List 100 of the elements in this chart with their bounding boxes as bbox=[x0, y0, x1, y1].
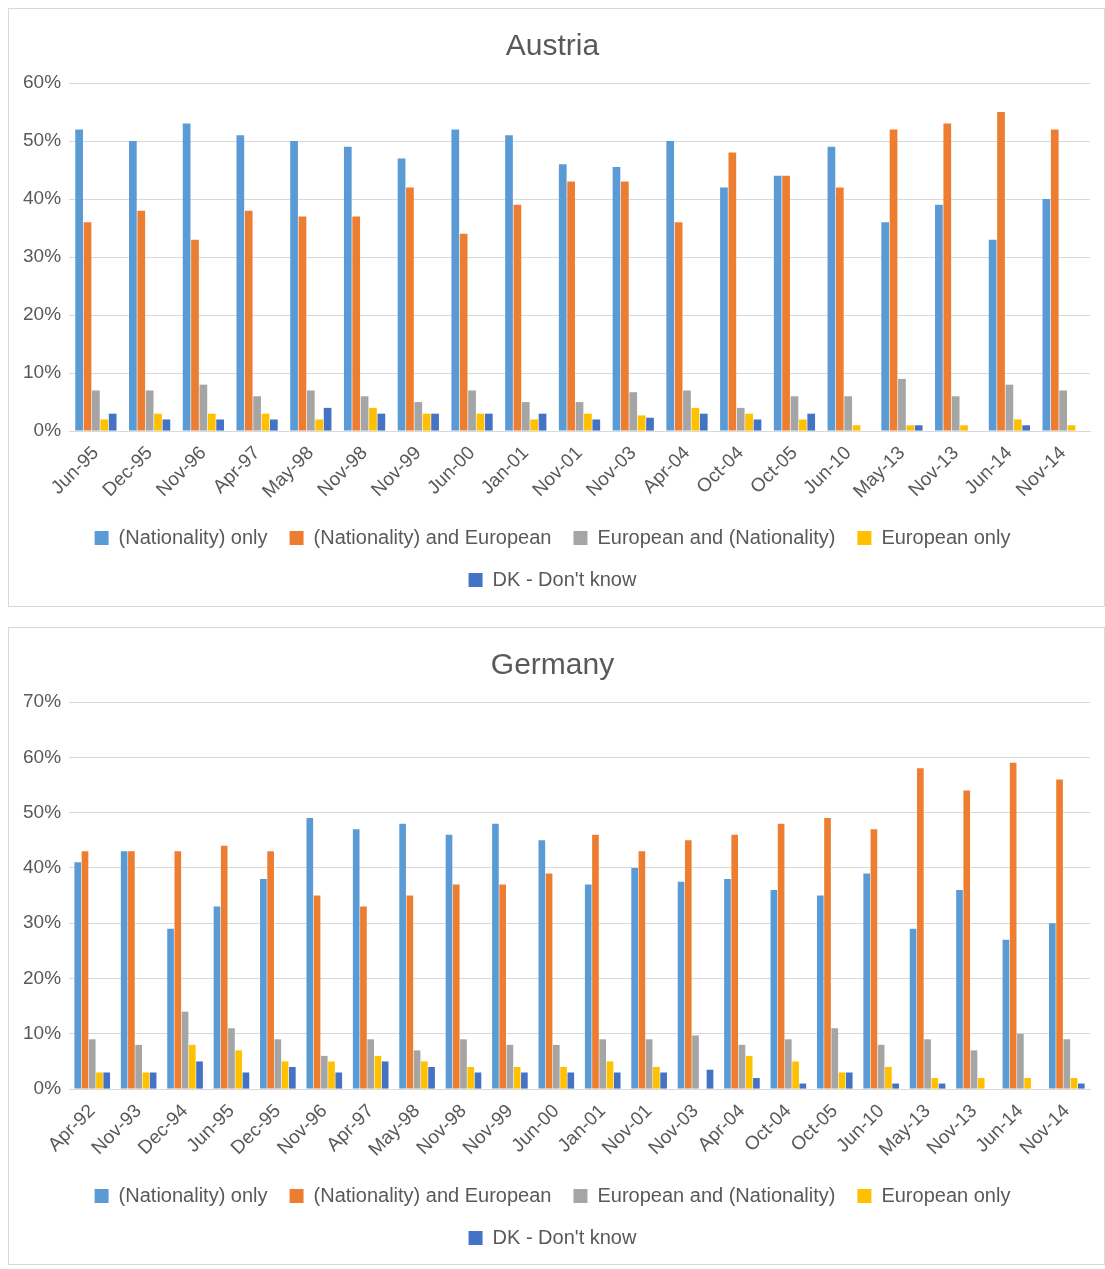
bar bbox=[838, 1072, 846, 1089]
bar bbox=[505, 135, 513, 431]
bar bbox=[162, 419, 171, 431]
bar bbox=[898, 378, 906, 431]
bar bbox=[845, 1072, 853, 1089]
bar bbox=[745, 1055, 753, 1089]
bar bbox=[870, 829, 878, 1089]
bar bbox=[1063, 1039, 1071, 1089]
bar bbox=[777, 823, 785, 1089]
bar bbox=[963, 790, 971, 1089]
bar bbox=[1005, 384, 1014, 431]
bar bbox=[306, 818, 314, 1089]
bar bbox=[513, 1066, 521, 1089]
bar bbox=[467, 1066, 475, 1089]
bar bbox=[943, 123, 952, 431]
bar bbox=[892, 1083, 899, 1089]
bar bbox=[906, 425, 915, 431]
bar bbox=[683, 390, 691, 431]
bar bbox=[530, 419, 539, 431]
bar bbox=[724, 878, 731, 1089]
y-tick-label: 0% bbox=[33, 1077, 62, 1099]
bar bbox=[129, 141, 137, 431]
bar bbox=[445, 834, 453, 1089]
bar bbox=[1070, 1078, 1078, 1089]
y-tick-label: 40% bbox=[23, 187, 62, 209]
bar bbox=[914, 425, 923, 431]
bar bbox=[567, 1072, 575, 1089]
bar bbox=[196, 1061, 203, 1089]
bar bbox=[236, 135, 245, 431]
bar bbox=[863, 873, 871, 1089]
bar bbox=[538, 413, 547, 431]
legend-label: DK - Don't know bbox=[492, 1225, 637, 1248]
bar bbox=[545, 873, 553, 1089]
bar bbox=[1056, 779, 1063, 1089]
bar bbox=[335, 1072, 343, 1089]
y-tick-label: 70% bbox=[23, 690, 62, 712]
bar bbox=[988, 239, 997, 431]
bar bbox=[885, 1066, 892, 1089]
bar bbox=[745, 413, 753, 431]
bar bbox=[199, 384, 208, 431]
y-tick-label: 30% bbox=[23, 245, 62, 267]
y-tick-label: 20% bbox=[23, 303, 62, 325]
bar bbox=[242, 1072, 250, 1089]
bar bbox=[352, 829, 360, 1089]
bar bbox=[827, 146, 836, 431]
bar bbox=[660, 1072, 667, 1089]
bar bbox=[315, 419, 324, 431]
bar bbox=[790, 396, 799, 431]
y-tick-label: 60% bbox=[23, 71, 62, 93]
y-tick-label: 50% bbox=[23, 129, 62, 151]
legend-label: European and (Nationality) bbox=[597, 525, 836, 548]
bar bbox=[691, 407, 700, 431]
bar bbox=[1013, 419, 1022, 431]
bar bbox=[753, 1078, 760, 1089]
bar bbox=[799, 1083, 807, 1089]
bar bbox=[677, 881, 685, 1089]
bar bbox=[174, 851, 182, 1089]
bar bbox=[228, 1028, 235, 1089]
bar bbox=[637, 415, 646, 431]
bar bbox=[290, 141, 298, 431]
bar bbox=[428, 1066, 435, 1089]
bar bbox=[484, 413, 493, 431]
bar bbox=[621, 181, 629, 431]
bar bbox=[323, 407, 332, 431]
y-tick-label: 10% bbox=[23, 361, 62, 383]
legend-label: (Nationality) and European bbox=[313, 525, 552, 548]
bar bbox=[917, 768, 924, 1089]
bar bbox=[474, 1072, 482, 1089]
bar bbox=[451, 129, 460, 431]
bar bbox=[399, 823, 406, 1089]
y-tick-label: 20% bbox=[23, 966, 62, 988]
bar bbox=[738, 1044, 746, 1089]
y-tick-label: 0% bbox=[33, 419, 62, 441]
bar bbox=[167, 928, 174, 1089]
bar bbox=[328, 1061, 335, 1089]
bar bbox=[881, 222, 890, 431]
bar bbox=[584, 413, 592, 431]
bar bbox=[320, 1055, 328, 1089]
y-tick-label: 60% bbox=[23, 745, 62, 767]
bar bbox=[260, 878, 267, 1089]
bar bbox=[736, 407, 745, 431]
bar bbox=[844, 396, 853, 431]
bar bbox=[188, 1044, 196, 1089]
bar bbox=[460, 1039, 467, 1089]
bar bbox=[773, 175, 782, 431]
bar bbox=[270, 419, 278, 431]
bar bbox=[731, 834, 739, 1089]
bar bbox=[289, 1066, 296, 1089]
bar bbox=[1024, 1078, 1031, 1089]
bar bbox=[653, 1066, 660, 1089]
y-tick-label: 50% bbox=[23, 800, 62, 822]
bar bbox=[235, 1050, 243, 1089]
bar bbox=[699, 413, 708, 431]
bar bbox=[397, 158, 406, 431]
bar bbox=[770, 890, 778, 1089]
bar bbox=[506, 1044, 514, 1089]
bar bbox=[924, 1039, 931, 1089]
bar bbox=[592, 834, 599, 1089]
bar bbox=[575, 402, 584, 431]
bar bbox=[499, 884, 506, 1089]
